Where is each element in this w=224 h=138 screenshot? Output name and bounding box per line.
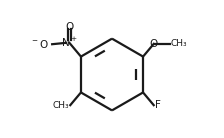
Text: N$^+$: N$^+$ — [61, 36, 78, 49]
Text: F: F — [155, 100, 161, 110]
Text: O: O — [150, 39, 158, 49]
Text: O: O — [65, 22, 73, 32]
Text: CH₃: CH₃ — [171, 39, 187, 48]
Text: CH₃: CH₃ — [53, 101, 70, 110]
Text: $^-$O: $^-$O — [30, 38, 49, 50]
